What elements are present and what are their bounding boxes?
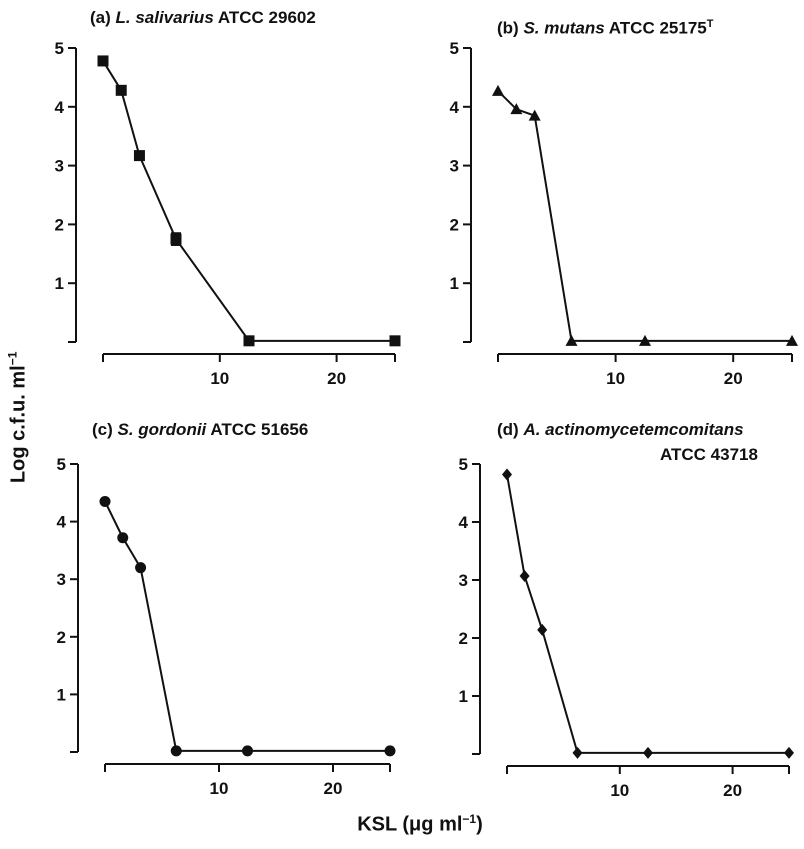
panel-b-series-line — [497, 90, 792, 342]
panel-b-title: (b) S. mutans ATCC 25175T — [497, 18, 713, 39]
panel-d-x-tick-label: 20 — [723, 781, 742, 800]
panel-d-title-species: A. actinomycetemcomitans — [523, 420, 744, 439]
panel-a-data-point — [170, 233, 182, 245]
panel-c-data-point — [384, 745, 396, 757]
panel-d-series-line — [506, 474, 789, 754]
panel-a-data-point — [389, 335, 401, 347]
panel-c-data-point — [99, 495, 111, 507]
panel-c-x-tick-label: 10 — [210, 779, 229, 798]
panel-d-y-tick-label: 4 — [459, 513, 469, 532]
panel-a-title-strain: ATCC 29602 — [213, 8, 316, 27]
panel-d-y-tick-label: 3 — [459, 571, 468, 590]
panel-b-y-tick-label: 2 — [450, 215, 459, 234]
panel-d-y-tick-label: 5 — [459, 455, 468, 474]
panel-b-data-point — [528, 109, 541, 121]
panel-a-x-tick-label: 20 — [327, 369, 346, 388]
panel-c-title-species: S. gordonii — [117, 420, 207, 439]
panel-d-data-point — [537, 623, 548, 636]
panel-c-y-tick-label: 1 — [57, 685, 66, 704]
panel-c-y-tick-label: 2 — [57, 628, 66, 647]
panel-b-y-tick-label: 5 — [450, 39, 459, 58]
x-axis-label: KSL (μg ml−1) — [300, 812, 540, 837]
panel-b-y-tick-label: 1 — [450, 274, 459, 293]
panel-c-series-line — [104, 500, 390, 752]
panel-d-data-point — [784, 746, 794, 759]
panel-b-data-point — [492, 84, 504, 96]
panel-c-data-point — [117, 532, 129, 544]
panel-b-x-tick-label: 20 — [724, 369, 743, 388]
x-axis-label-close: ) — [476, 813, 483, 836]
panel-b-title-strain: ATCC 25175 — [604, 18, 707, 38]
panel-a-y-tick-label: 3 — [55, 157, 64, 176]
panel-b-title-species: S. mutans — [523, 18, 605, 38]
panel-b-y-tick-label: 3 — [450, 157, 459, 176]
panel-b-data-point — [786, 334, 798, 346]
panel-c-title: (c) S. gordonii ATCC 51656 — [92, 420, 308, 440]
panel-b-title-prefix: (b) — [497, 18, 524, 38]
panel-d-y-tick-label: 2 — [459, 629, 468, 648]
panel-d-y-tick-label: 1 — [459, 687, 468, 706]
panel-a-x-tick-label: 10 — [210, 369, 229, 388]
panel-a-data-point — [133, 150, 145, 162]
panel-b-data-point — [510, 103, 523, 115]
panel-d-data-point — [572, 746, 583, 759]
panel-c-data-point — [170, 745, 182, 757]
panel-d-title-line2: ATCC 43718 — [660, 445, 758, 464]
x-axis-label-sup: −1 — [462, 812, 477, 826]
x-axis-label-text: KSL (μg ml — [357, 813, 463, 836]
panel-a-y-tick-label: 2 — [55, 215, 64, 234]
panel-a-title-prefix: (a) — [90, 8, 116, 27]
panel-c-title-strain: ATCC 51656 — [206, 420, 309, 439]
panel-a-y-tick-label: 5 — [55, 39, 64, 58]
panel-b-title-sup: T — [706, 18, 714, 30]
panel-a-series-line — [102, 60, 395, 342]
panel-b-y-tick-label: 4 — [450, 98, 460, 117]
panel-c-data-point — [135, 562, 147, 574]
panel-c-data-point — [242, 745, 253, 757]
y-axis-label-text: Log c.f.u. ml — [7, 365, 30, 484]
panel-c-y-tick-label: 4 — [57, 513, 67, 532]
panel-a-title-species: L. salivarius — [115, 8, 214, 27]
panel-a-data-point — [115, 84, 127, 96]
panel-b-data-point — [639, 334, 651, 346]
panel-c-y-tick-label: 5 — [57, 455, 66, 474]
panel-c-y-tick-label: 3 — [57, 570, 66, 589]
panel-a-data-point — [97, 55, 109, 67]
panel-a-title: (a) L. salivarius ATCC 29602 — [90, 8, 316, 28]
panel-d-x-tick-label: 10 — [610, 781, 629, 800]
panel-a-data-point — [243, 335, 255, 347]
y-axis-label-sup: −1 — [5, 351, 20, 366]
panel-d-data-point — [502, 468, 512, 481]
panel-a-y-tick-label: 4 — [55, 98, 65, 117]
panel-c-x-tick-label: 20 — [324, 779, 343, 798]
panel-d-data-point — [643, 746, 653, 759]
panel-b-data-point — [565, 334, 578, 346]
panel-a-y-tick-label: 1 — [55, 274, 64, 293]
panel-d-title-prefix: (d) — [497, 420, 524, 439]
panel-b-x-tick-label: 10 — [606, 369, 625, 388]
y-axis-label: Log c.f.u. ml−1 — [6, 347, 31, 487]
panel-c-title-prefix: (c) — [92, 420, 118, 439]
panel-d-title: (d) A. actinomycetemcomitans — [497, 420, 744, 440]
panel-d-data-point — [519, 569, 530, 582]
